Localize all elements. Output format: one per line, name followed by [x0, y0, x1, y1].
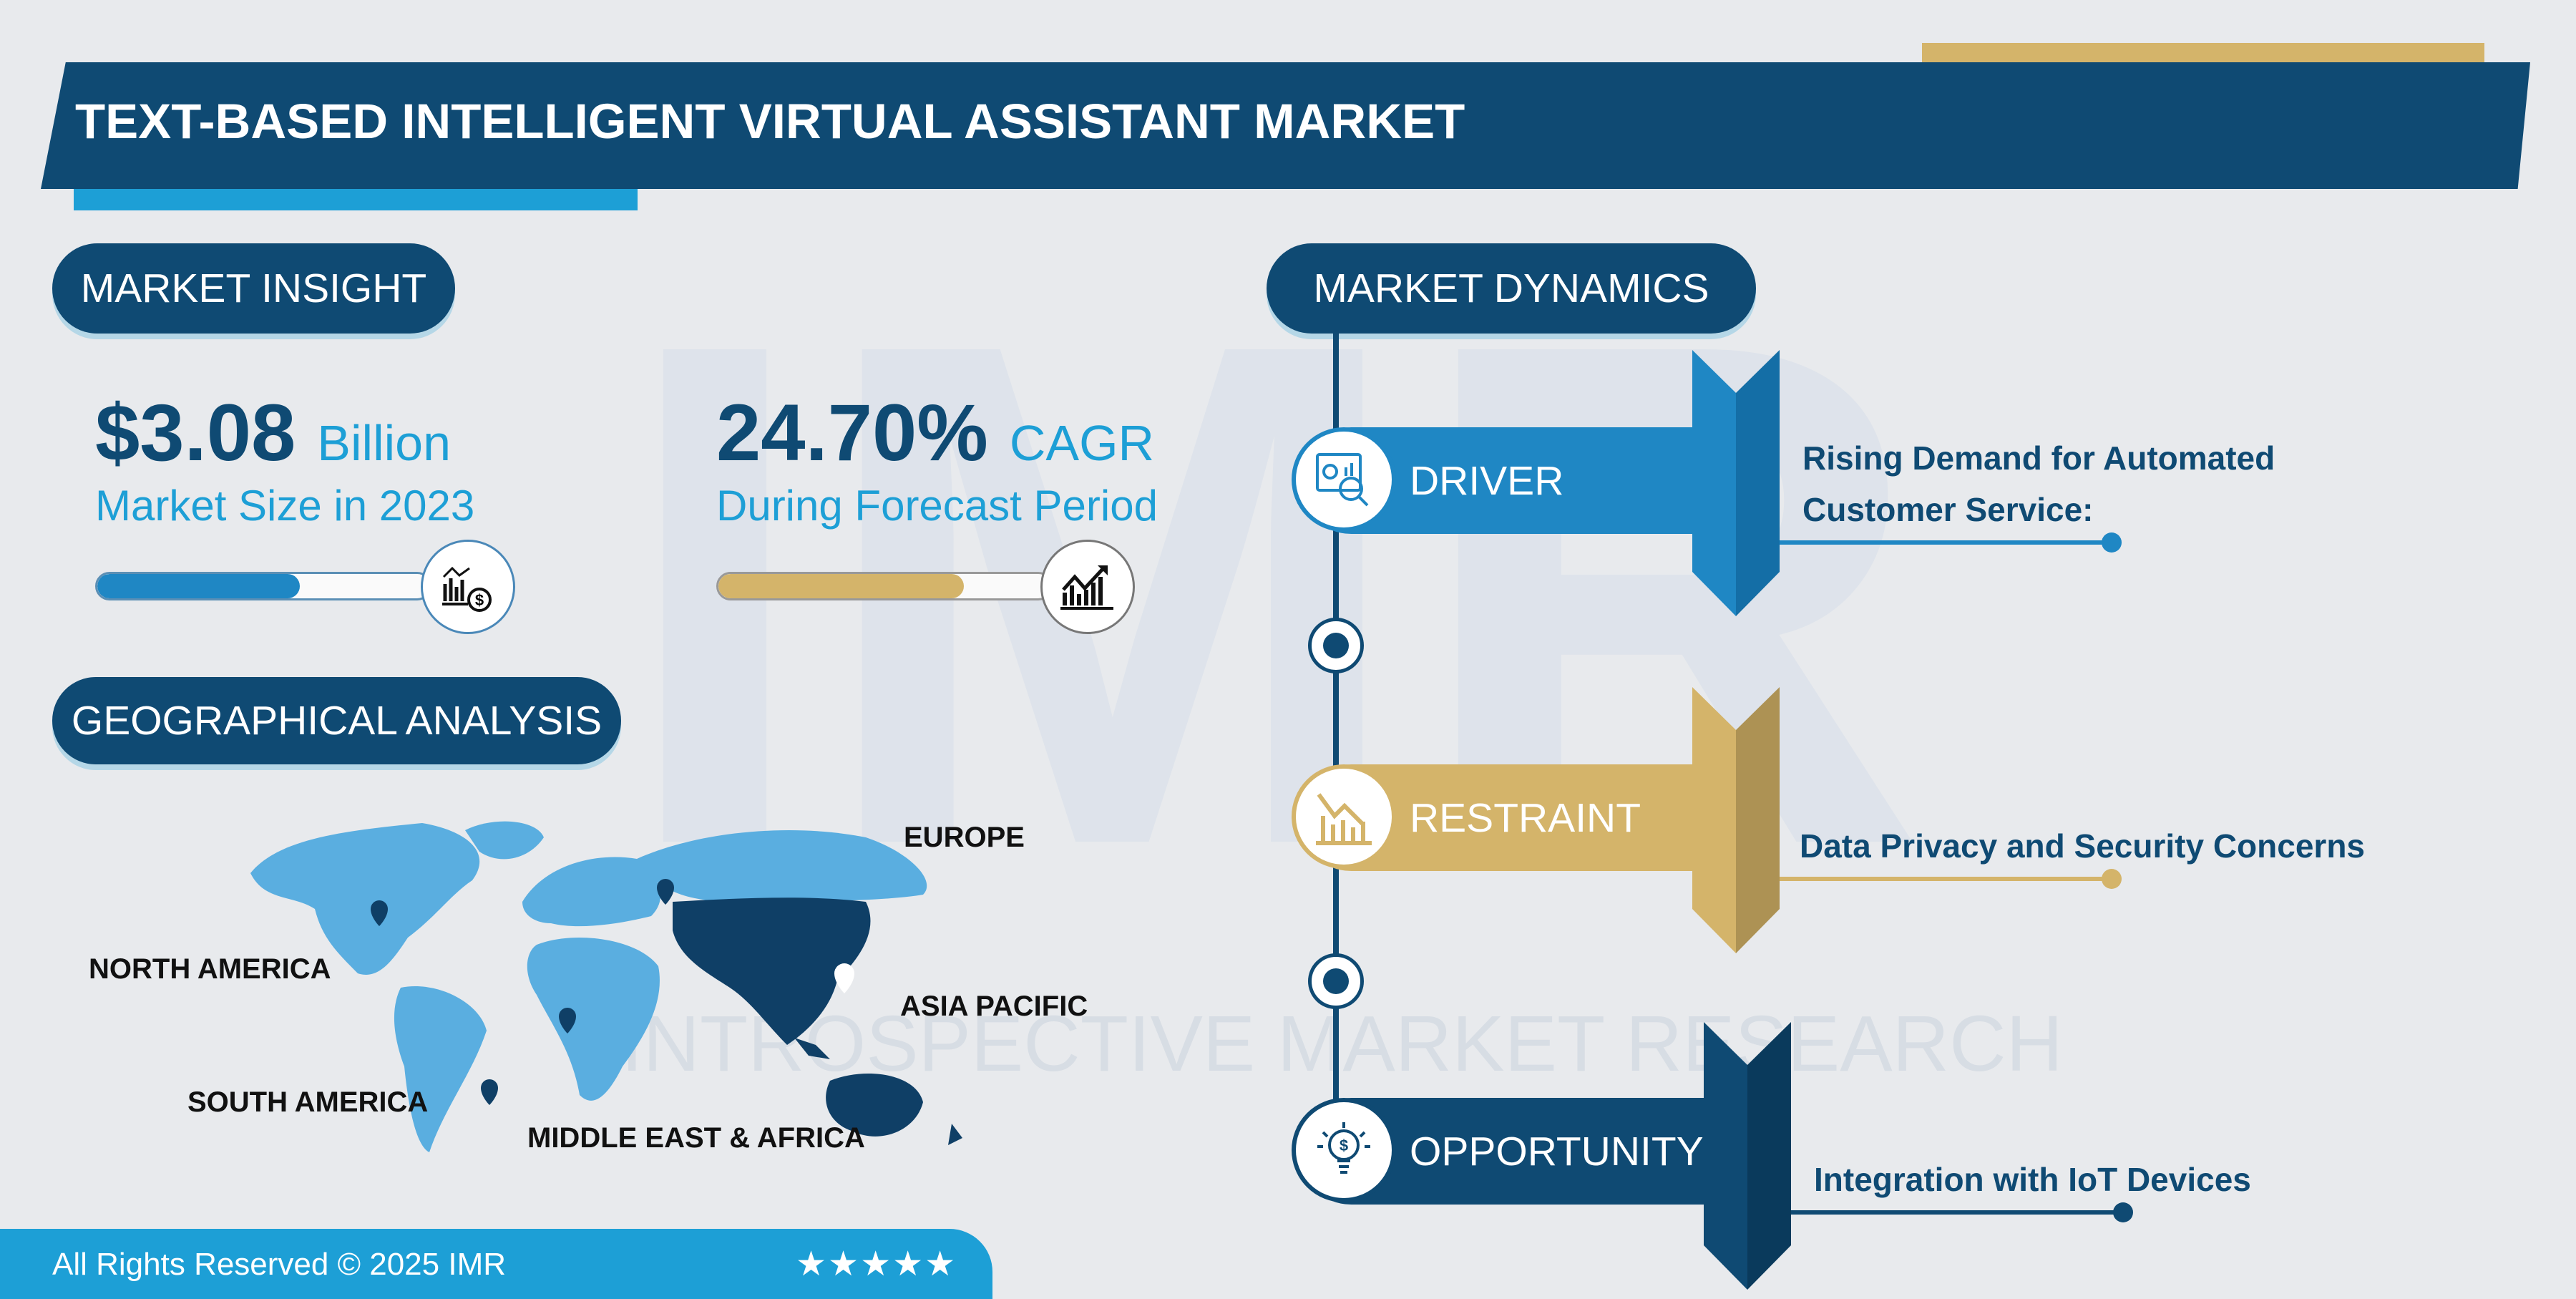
opportunity-chevron [1704, 1022, 1791, 1290]
declining-chart-icon [1292, 764, 1396, 869]
header-banner [41, 62, 2530, 189]
restraint-connector [1780, 877, 2109, 881]
region-label-middle-east-africa: MIDDLE EAST & AFRICA [527, 1122, 865, 1154]
region-label-south-america: SOUTH AMERICA [187, 1086, 429, 1118]
opportunity-label: OPPORTUNITY [1410, 1128, 1704, 1174]
market-size-unit: Billion [317, 415, 452, 471]
map-greenland [465, 821, 544, 860]
analytics-magnifier-icon [1292, 427, 1396, 532]
header-gold-accent [1922, 43, 2484, 64]
opportunity-text: Integration with IoT Devices [1814, 1161, 2251, 1198]
map-islands [794, 1038, 962, 1145]
page-title: TEXT-BASED INTELLIGENT VIRTUAL ASSISTANT… [75, 94, 1465, 149]
timeline-node [1308, 618, 1364, 673]
market-size-progress [95, 572, 431, 600]
map-south-america [394, 986, 487, 1152]
idea-bulb-dollar-icon: $ [1292, 1098, 1396, 1202]
driver-chevron [1692, 350, 1780, 616]
map-africa [527, 938, 660, 1101]
svg-text:$: $ [475, 591, 484, 609]
world-map [250, 821, 962, 1152]
map-russia [637, 830, 927, 902]
growth-chart-icon [1040, 540, 1135, 634]
map-australia [826, 1074, 923, 1137]
opportunity-connector [1791, 1210, 2120, 1215]
driver-text: Rising Demand for Automated Customer Ser… [1802, 439, 2275, 528]
cagr-value: 24.70% [716, 388, 988, 477]
watermark-text: INTROSPECTIVE MARKET RESEARCH [621, 1000, 2063, 1088]
cagr-unit: CAGR [1009, 415, 1155, 471]
footer-rating-stars: ★★★★★ [796, 1245, 957, 1283]
map-asia-pacific [673, 897, 871, 1045]
driver-connector [1780, 540, 2109, 545]
header-blue-accent [74, 188, 638, 210]
region-label-europe: EUROPE [904, 822, 1025, 853]
restraint-chevron [1692, 687, 1780, 953]
restraint-label: RESTRAINT [1410, 794, 1641, 841]
cagr-caption: During Forecast Period [716, 482, 1158, 530]
restraint-text: Data Privacy and Security Concerns [1800, 827, 2365, 865]
cagr-progress [716, 572, 1053, 600]
footer-bar [0, 1229, 992, 1299]
map-europe [522, 857, 661, 927]
market-insight-heading: MARKET INSIGHT [52, 243, 455, 334]
cagr-block: 24.70% CAGR [716, 386, 1154, 479]
opportunity-dot [2113, 1202, 2133, 1222]
driver-label: DRIVER [1410, 457, 1564, 504]
svg-text:$: $ [1340, 1137, 1348, 1154]
market-size-caption: Market Size in 2023 [95, 482, 475, 530]
market-size-value: $3.08 [95, 388, 296, 477]
region-label-asia-pacific: ASIA PACIFIC [900, 991, 1088, 1022]
map-north-america [250, 823, 480, 975]
driver-dot [2102, 532, 2122, 553]
region-label-north-america: NORTH AMERICA [89, 953, 331, 985]
geographical-analysis-heading: GEOGRAPHICAL ANALYSIS [52, 677, 621, 764]
restraint-dot [2102, 869, 2122, 889]
timeline-line [1333, 334, 1339, 1153]
market-size-block: $3.08 Billion [95, 386, 451, 479]
timeline-node [1308, 953, 1364, 1009]
footer-copyright: All Rights Reserved © 2025 IMR [52, 1247, 507, 1282]
market-dynamics-heading: MARKET DYNAMICS [1267, 243, 1756, 334]
chart-dollar-icon: $ [421, 540, 515, 634]
